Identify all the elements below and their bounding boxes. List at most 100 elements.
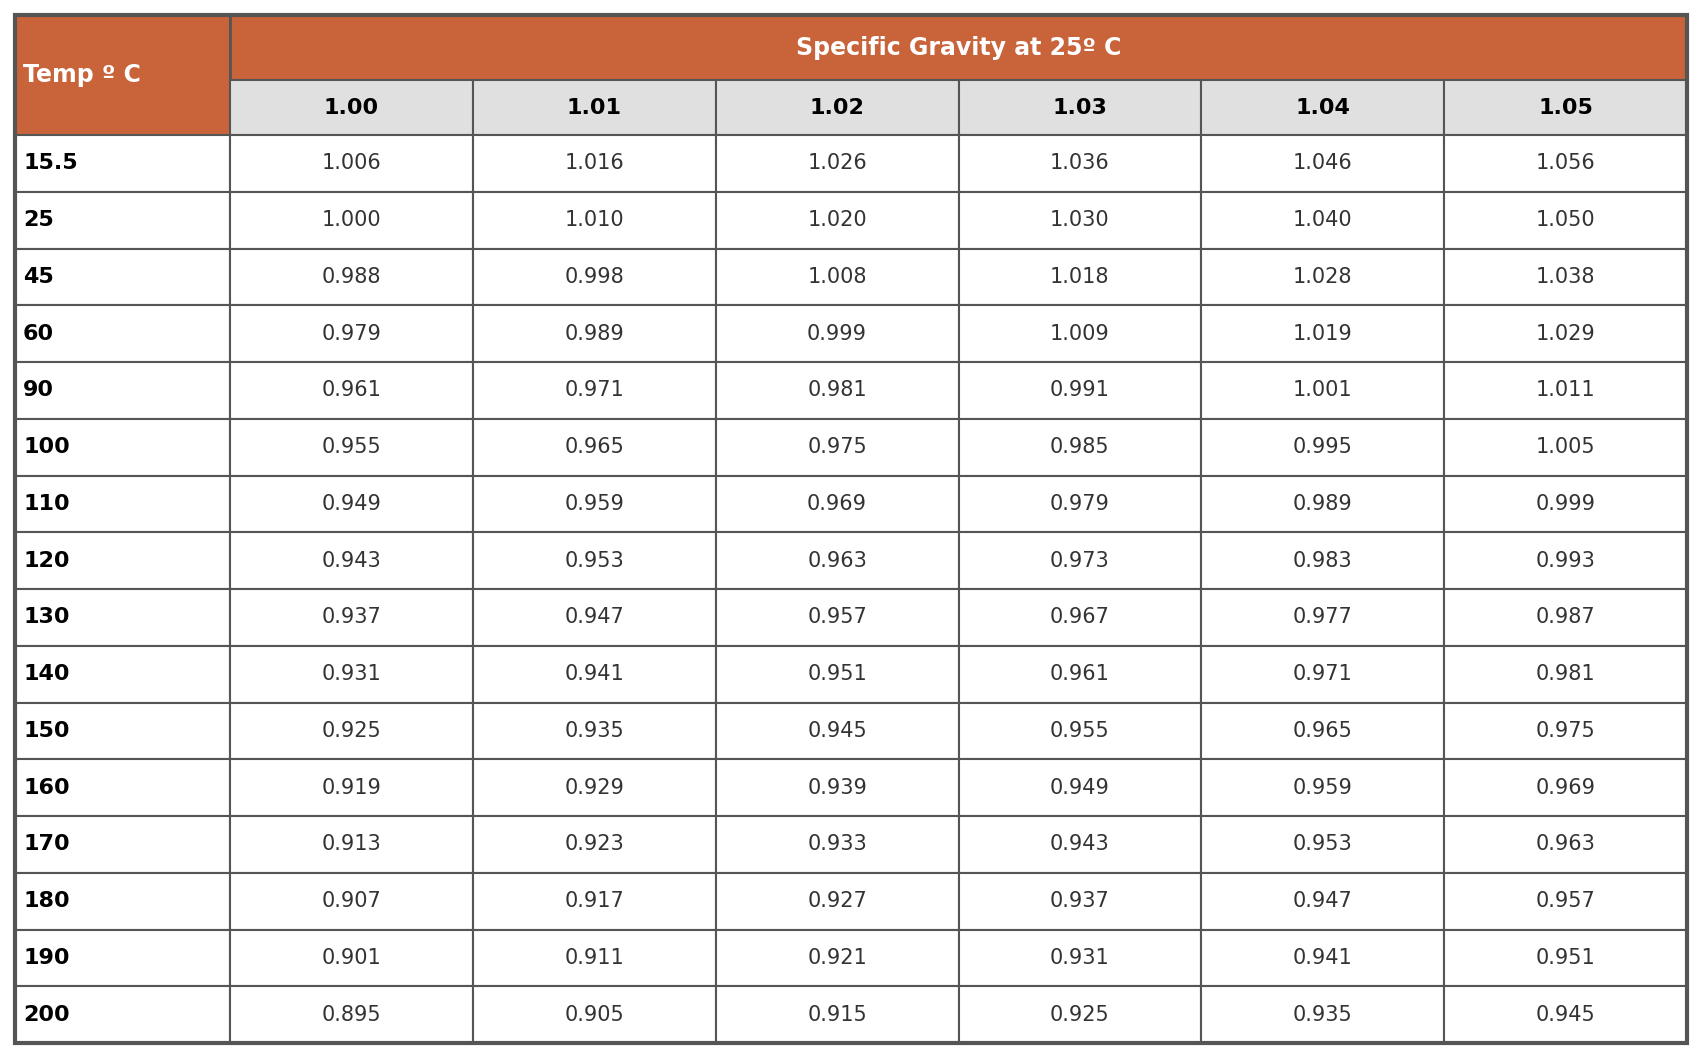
Text: 0.951: 0.951 — [1535, 948, 1595, 968]
Bar — [715, 873, 958, 930]
Text: 0.907: 0.907 — [322, 891, 381, 911]
Text: 0.957: 0.957 — [1535, 891, 1595, 911]
Text: 1.036: 1.036 — [1050, 153, 1110, 174]
Text: 0.895: 0.895 — [322, 1005, 381, 1024]
Bar — [1445, 816, 1687, 873]
Bar — [15, 419, 230, 475]
Bar — [1445, 532, 1687, 589]
Text: 0.989: 0.989 — [565, 324, 625, 344]
Text: 0.901: 0.901 — [322, 948, 381, 968]
Bar — [473, 362, 715, 419]
Bar — [958, 589, 1202, 645]
Text: 0.913: 0.913 — [322, 835, 381, 855]
Bar — [1202, 589, 1445, 645]
Text: 1.01: 1.01 — [567, 97, 621, 117]
Text: 1.020: 1.020 — [807, 211, 866, 231]
Text: 0.919: 0.919 — [322, 778, 381, 798]
Text: 0.989: 0.989 — [1294, 494, 1353, 514]
Bar — [1445, 306, 1687, 362]
Bar — [230, 532, 473, 589]
Bar — [230, 15, 1687, 80]
Bar — [1202, 135, 1445, 191]
Text: 0.983: 0.983 — [1294, 550, 1353, 570]
Bar — [15, 873, 230, 930]
Bar — [1202, 532, 1445, 589]
Text: 0.967: 0.967 — [1050, 607, 1110, 627]
Bar — [1445, 589, 1687, 645]
Bar — [1445, 760, 1687, 816]
Text: 1.026: 1.026 — [807, 153, 866, 174]
Text: 0.987: 0.987 — [1535, 607, 1595, 627]
Text: 0.911: 0.911 — [565, 948, 625, 968]
Text: 160: 160 — [24, 778, 70, 798]
Text: 0.921: 0.921 — [807, 948, 866, 968]
Text: 1.028: 1.028 — [1294, 267, 1353, 287]
Bar — [1445, 645, 1687, 703]
Bar — [1202, 645, 1445, 703]
Text: 130: 130 — [24, 607, 70, 627]
Bar — [958, 306, 1202, 362]
Text: 0.985: 0.985 — [1050, 437, 1110, 457]
Bar — [958, 703, 1202, 760]
Bar — [958, 191, 1202, 249]
Text: 1.029: 1.029 — [1535, 324, 1595, 344]
Text: 0.943: 0.943 — [1050, 835, 1110, 855]
Bar — [230, 589, 473, 645]
Bar — [230, 760, 473, 816]
Bar — [230, 645, 473, 703]
Text: 0.927: 0.927 — [807, 891, 866, 911]
Text: 0.969: 0.969 — [807, 494, 866, 514]
Bar — [958, 135, 1202, 191]
Text: 1.02: 1.02 — [810, 97, 865, 117]
Text: 0.941: 0.941 — [565, 664, 625, 685]
Bar — [1445, 873, 1687, 930]
Text: 0.923: 0.923 — [565, 835, 625, 855]
Text: 0.999: 0.999 — [807, 324, 866, 344]
Bar — [473, 475, 715, 532]
Text: 1.00: 1.00 — [323, 97, 380, 117]
Bar — [15, 249, 230, 306]
Text: 0.959: 0.959 — [565, 494, 625, 514]
Bar — [473, 703, 715, 760]
Bar — [15, 306, 230, 362]
Bar — [230, 191, 473, 249]
Bar — [1202, 306, 1445, 362]
Bar — [1202, 362, 1445, 419]
Bar — [715, 645, 958, 703]
Text: 1.000: 1.000 — [322, 211, 381, 231]
Bar — [958, 930, 1202, 986]
Bar — [715, 930, 958, 986]
Text: 1.016: 1.016 — [565, 153, 625, 174]
Text: 0.955: 0.955 — [322, 437, 381, 457]
Bar — [15, 191, 230, 249]
Text: 0.947: 0.947 — [1294, 891, 1353, 911]
Bar — [15, 703, 230, 760]
Bar — [715, 191, 958, 249]
Text: 0.981: 0.981 — [807, 381, 866, 400]
Bar — [715, 589, 958, 645]
Text: 0.917: 0.917 — [565, 891, 625, 911]
Text: 1.011: 1.011 — [1535, 381, 1595, 400]
Bar — [473, 191, 715, 249]
Bar — [230, 703, 473, 760]
Text: 1.050: 1.050 — [1535, 211, 1595, 231]
Text: 0.957: 0.957 — [807, 607, 866, 627]
Bar — [230, 986, 473, 1043]
Bar — [473, 645, 715, 703]
Bar — [958, 532, 1202, 589]
Text: 0.939: 0.939 — [807, 778, 866, 798]
Bar — [715, 80, 958, 135]
Bar — [1202, 249, 1445, 306]
Bar — [15, 15, 230, 135]
Text: 1.009: 1.009 — [1050, 324, 1110, 344]
Text: 0.931: 0.931 — [1050, 948, 1110, 968]
Text: 1.019: 1.019 — [1294, 324, 1353, 344]
Text: 0.953: 0.953 — [565, 550, 625, 570]
Text: 0.977: 0.977 — [1294, 607, 1353, 627]
Bar — [1445, 362, 1687, 419]
Text: 0.961: 0.961 — [322, 381, 381, 400]
Text: 0.961: 0.961 — [1050, 664, 1110, 685]
Bar — [230, 249, 473, 306]
Bar — [15, 986, 230, 1043]
Text: 110: 110 — [24, 494, 70, 514]
